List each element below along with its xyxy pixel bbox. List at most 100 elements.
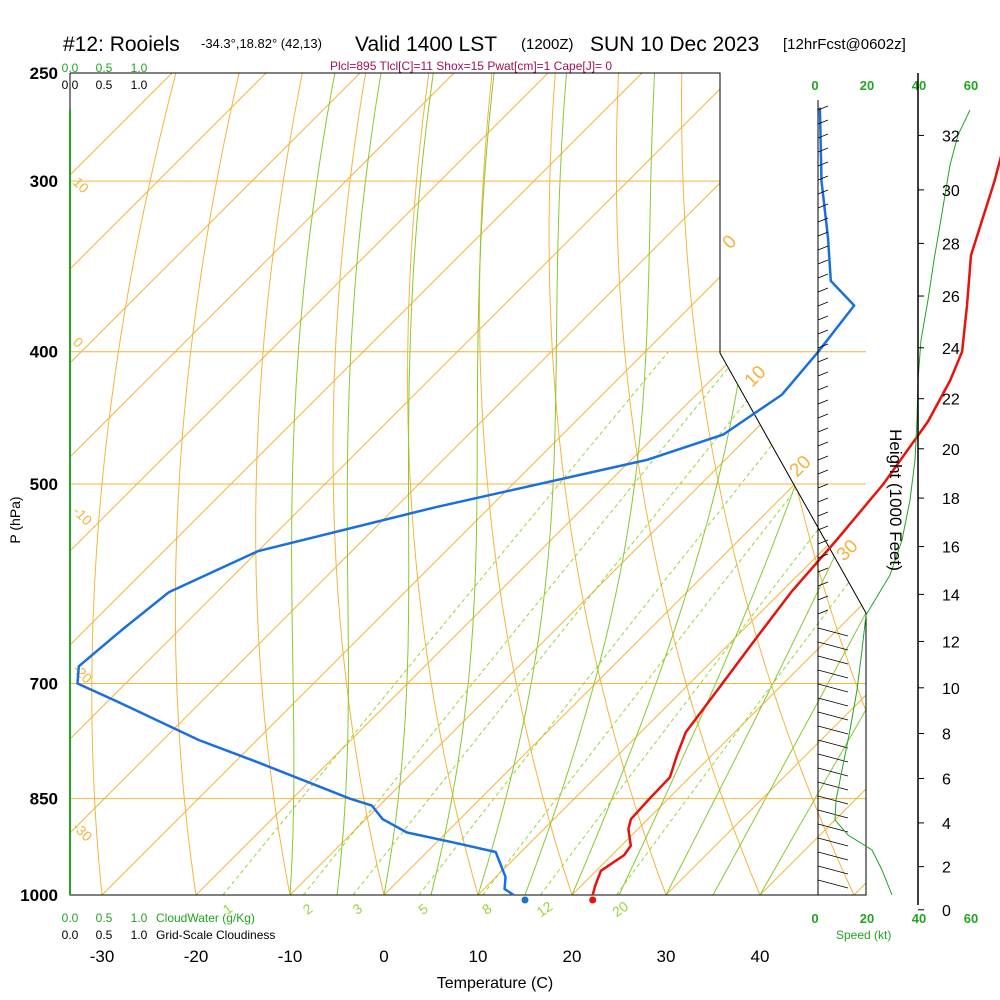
wind-barb xyxy=(817,455,829,461)
moist-adiabat xyxy=(712,73,866,895)
dry-adiabat xyxy=(91,73,183,895)
cloud-scale-tick: 0.0 xyxy=(62,928,79,942)
wind-barb xyxy=(817,343,829,349)
mixing-ratio-line xyxy=(615,351,866,895)
wind-barb xyxy=(817,837,849,847)
moist-adiabat xyxy=(336,73,386,895)
wind-barb xyxy=(817,427,829,433)
wind-barb xyxy=(817,357,829,363)
speed-tick-label: 40 xyxy=(912,78,926,93)
x-tick-label: -30 xyxy=(90,947,115,966)
x-tick-label: -20 xyxy=(184,947,209,966)
height-tick-label: 6 xyxy=(942,772,951,789)
wind-barb xyxy=(817,669,849,679)
isotherm-line xyxy=(70,73,361,895)
x-tick-label: 0 xyxy=(379,947,388,966)
wind-barb xyxy=(817,711,849,721)
cloudwater-label: CloudWater (g/Kg) xyxy=(156,911,255,925)
height-tick-label: 10 xyxy=(942,681,960,698)
wind-barb xyxy=(817,189,829,195)
isotherm-line xyxy=(477,73,866,895)
height-tick-label: 4 xyxy=(942,816,951,833)
height-tick-label: 16 xyxy=(942,540,960,557)
wind-barb xyxy=(817,581,829,587)
wind-barb xyxy=(817,879,849,889)
moist-adiabat xyxy=(430,73,498,895)
height-tick-label: 30 xyxy=(942,183,960,200)
moist-adiabat xyxy=(759,73,866,895)
p-tick-label: 1000 xyxy=(20,886,58,905)
wind-barb xyxy=(817,329,829,335)
moist-adiabat xyxy=(477,73,570,895)
dry-adiabat xyxy=(548,73,678,895)
x-tick-label: 10 xyxy=(469,947,488,966)
p-tick-label: 700 xyxy=(30,675,58,694)
wind-barb xyxy=(817,511,829,517)
wind-barb xyxy=(817,609,829,615)
moist-adiabat xyxy=(289,73,340,895)
height-tick-label: 0 xyxy=(942,903,951,920)
mixing-ratio-line xyxy=(222,351,669,895)
cloud-scale-tick: 1.0 xyxy=(131,61,148,75)
wind-speed-trace xyxy=(834,109,971,896)
wind-barb xyxy=(817,203,829,209)
cloud-scale-tick: 0.5 xyxy=(96,78,113,92)
station-coords: -34.3°,18.82° (42,13) xyxy=(201,36,322,51)
wind-barb xyxy=(817,809,849,819)
wind-barb xyxy=(817,483,829,489)
utc-time: (1200Z) xyxy=(521,36,574,53)
dewpoint-line xyxy=(76,107,856,897)
cloud-scale-tick: 1.0 xyxy=(131,928,148,942)
wind-barb xyxy=(817,553,829,559)
wind-barb xyxy=(817,767,849,777)
cloud-scale-tick: 0.5 xyxy=(96,928,113,942)
isotherm-line xyxy=(70,73,267,895)
surface-dewpoint-marker xyxy=(521,896,529,904)
moist-adiabat xyxy=(383,73,438,895)
wind-barb xyxy=(817,245,829,251)
wind-barb xyxy=(817,259,829,265)
wind-barb xyxy=(817,567,829,573)
wind-barb xyxy=(817,781,849,791)
wind-barb xyxy=(817,795,849,805)
y-axis-title: P (hPa) xyxy=(7,496,23,543)
station-title: #12: Rooiels xyxy=(63,33,180,56)
wind-barb xyxy=(817,739,849,749)
wind-barb xyxy=(817,315,829,321)
dry-adiabat xyxy=(478,73,583,895)
p-tick-label: 300 xyxy=(30,172,58,191)
x-axis-title: Temperature (C) xyxy=(437,975,553,992)
wind-barb xyxy=(817,525,829,531)
speed-tick-label: 0 xyxy=(811,78,818,93)
moist-adiabat-lines xyxy=(289,73,866,895)
temperature-line xyxy=(591,155,1000,896)
wind-barb xyxy=(817,753,849,763)
isotherm-line xyxy=(70,73,455,895)
dry-adiabat xyxy=(407,73,487,895)
wind-barb xyxy=(817,287,829,293)
wind-profile xyxy=(817,100,849,895)
height-tick-label: 12 xyxy=(942,634,960,651)
wind-barb xyxy=(817,413,829,419)
x-tick-label: 30 xyxy=(657,947,676,966)
wind-barb xyxy=(817,147,829,153)
wind-barb xyxy=(817,641,849,651)
speed-axis-title: Speed (kt) xyxy=(836,928,891,942)
cloudiness-label: Grid-Scale Cloudiness xyxy=(156,928,275,942)
p-tick-label: 850 xyxy=(30,790,58,809)
wind-barb xyxy=(817,231,829,237)
speed-tick-label: 0 xyxy=(811,911,818,926)
dry-adiabat xyxy=(680,73,866,895)
cloud-scale-tick: 1.0 xyxy=(131,911,148,925)
speed-tick-label: 20 xyxy=(860,911,874,926)
height-tick-label: 14 xyxy=(942,587,960,604)
wind-barb xyxy=(817,105,829,111)
wind-barb xyxy=(817,399,829,405)
wind-barb xyxy=(817,865,849,875)
wind-barb xyxy=(817,627,849,637)
cloud-scale-tick: 0.0 xyxy=(62,61,79,75)
speed-tick-label: 60 xyxy=(964,78,978,93)
p-tick-label: 250 xyxy=(30,64,58,83)
